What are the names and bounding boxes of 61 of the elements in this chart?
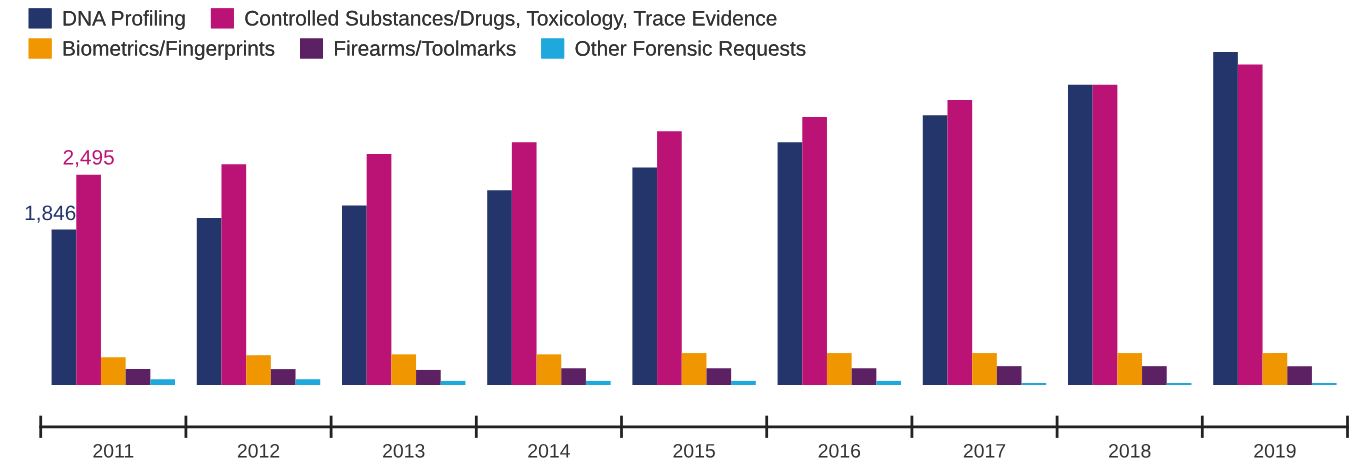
bar [947, 100, 973, 386]
bar [1166, 383, 1192, 386]
bar [440, 380, 466, 386]
x-tick-label: 2016 [818, 443, 861, 458]
legend-label: Controlled Substances/Drugs, Toxicology, Trace Evidence [245, 10, 777, 30]
bar [876, 380, 902, 386]
bar [632, 167, 658, 386]
bar [76, 174, 101, 386]
bar [100, 357, 126, 386]
bar [657, 131, 682, 386]
bar [731, 380, 756, 386]
bar [536, 354, 562, 386]
x-tick-label: 2013 [383, 443, 425, 458]
legend-label: DNA Profiling [63, 10, 185, 30]
bar [125, 369, 151, 386]
bar [270, 369, 296, 386]
bar [1287, 366, 1312, 386]
bar [51, 229, 77, 386]
x-tick-label: 2012 [237, 443, 280, 458]
bar [416, 369, 441, 386]
bar [922, 115, 948, 386]
data-label: 2,495 [63, 149, 114, 168]
bar [802, 116, 827, 386]
bar [1117, 353, 1143, 386]
x-tick-label: 2015 [673, 443, 715, 458]
bar [1237, 64, 1263, 386]
x-tick-label: 2019 [1254, 443, 1296, 458]
bar [1067, 84, 1093, 386]
bar [196, 218, 222, 386]
bar [777, 142, 803, 386]
bar [246, 355, 271, 386]
bar [221, 164, 247, 386]
bar [561, 368, 586, 386]
bar [366, 154, 392, 386]
data-label: 1,846 [25, 205, 76, 223]
bar [1213, 51, 1238, 386]
bar [1262, 353, 1288, 386]
bar [1092, 84, 1118, 386]
x-tick-label: 2014 [528, 443, 570, 458]
bar [585, 380, 611, 386]
bar [706, 368, 732, 386]
bar [1311, 383, 1337, 386]
bar [996, 366, 1022, 386]
bar [511, 142, 537, 386]
bar [851, 368, 877, 386]
bar [391, 354, 417, 386]
bar [295, 379, 321, 386]
legend-label: Biometrics/Fingerprints [63, 40, 275, 60]
x-tick-label: 2018 [1109, 443, 1151, 458]
bar [1142, 366, 1167, 386]
bar [1021, 383, 1047, 386]
bar [972, 353, 997, 386]
legend-label: Other Forensic Requests [575, 40, 806, 60]
bar [150, 379, 176, 386]
bar [826, 353, 852, 386]
x-tick-label: 2011 [93, 443, 134, 458]
x-tick-label: 2017 [963, 443, 1006, 458]
bar [487, 190, 512, 386]
bar [342, 205, 367, 386]
bar [681, 353, 707, 386]
legend-label: Firearms/Toolmarks [335, 40, 516, 56]
